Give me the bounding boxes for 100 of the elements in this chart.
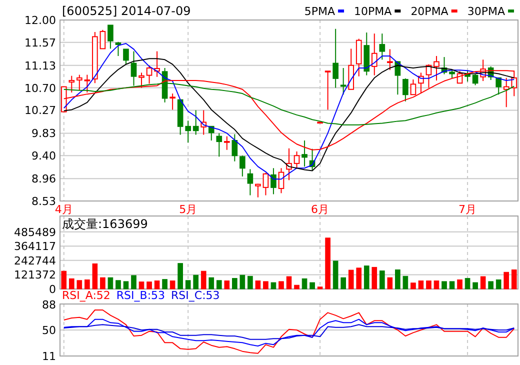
bar <box>332 260 338 290</box>
bar <box>488 281 494 290</box>
x-tick-label: 4月 <box>54 203 73 216</box>
y-tick-label: 8.53 <box>32 195 56 208</box>
bar <box>61 270 67 290</box>
bar <box>232 278 238 290</box>
bar <box>464 278 470 290</box>
chart-title: [600525] 2014-07-09 <box>62 4 191 18</box>
bar <box>200 270 206 290</box>
bar <box>146 282 152 290</box>
legend-label: 10PMA <box>354 5 392 18</box>
bar <box>131 275 136 290</box>
y-tick-label: 0 <box>49 283 56 296</box>
line-series <box>63 324 515 340</box>
bar <box>418 280 424 290</box>
bar <box>356 268 362 290</box>
bar <box>372 266 378 290</box>
bar <box>270 282 276 290</box>
bar <box>92 263 98 290</box>
bar <box>193 274 199 290</box>
x-tick-label: 6月 <box>311 203 330 216</box>
bar <box>116 280 121 290</box>
bar <box>178 263 183 290</box>
bar <box>248 276 253 290</box>
y-tick-label: 10.70 <box>24 82 56 95</box>
bar <box>286 276 292 290</box>
candlestick <box>192 110 199 136</box>
candlestick <box>185 120 191 144</box>
bar <box>379 270 385 290</box>
candlestick <box>216 132 222 158</box>
bar <box>325 238 330 290</box>
bar <box>410 282 416 290</box>
candlestick <box>364 32 370 76</box>
y-tick-label: 242744 <box>14 254 56 268</box>
bar <box>294 284 300 290</box>
y-tick-label: 8.96 <box>32 172 56 186</box>
bar <box>364 266 370 290</box>
bar <box>68 278 74 290</box>
bar <box>317 286 323 290</box>
bar <box>224 280 230 290</box>
bar <box>278 281 284 290</box>
bar <box>84 279 90 290</box>
chart-title: 成交量:163699 <box>62 217 148 231</box>
y-tick-label: 12.00 <box>24 14 56 27</box>
bar <box>480 276 486 290</box>
bar <box>496 279 502 290</box>
y-tick-label: 485489 <box>14 226 56 239</box>
bar <box>208 277 214 290</box>
bar <box>240 274 246 290</box>
series-label: RSI_A:52 <box>62 289 110 302</box>
bar <box>123 281 129 290</box>
legend-label: 20PMA <box>410 5 449 18</box>
candlestick <box>371 33 378 76</box>
bar <box>348 270 354 290</box>
bar <box>387 277 393 290</box>
bar <box>442 281 447 290</box>
bar <box>76 280 82 290</box>
bar <box>185 280 191 290</box>
bar <box>395 269 400 290</box>
x-tick-label: 5月 <box>179 203 198 216</box>
bar <box>449 281 455 290</box>
y-tick-label: 88 <box>42 298 56 312</box>
bar <box>504 272 510 290</box>
bar <box>457 279 462 290</box>
y-tick-label: 364117 <box>14 240 56 254</box>
bar <box>302 278 308 290</box>
y-tick-label: 9.83 <box>32 127 56 140</box>
bar <box>511 269 517 290</box>
bar <box>310 282 315 290</box>
bar <box>138 282 144 290</box>
y-tick-label: 9.40 <box>32 150 56 163</box>
bar <box>402 276 408 290</box>
candlestick <box>302 140 308 168</box>
y-tick-label: 10.27 <box>24 104 56 118</box>
bar <box>216 280 222 290</box>
y-tick-label: 50 <box>42 324 56 337</box>
series-label: RSI_B:53 <box>116 289 166 302</box>
legend-label: 30PMA <box>467 5 506 18</box>
candlestick <box>247 168 254 196</box>
bar <box>255 280 261 290</box>
y-tick-label: 11.57 <box>24 36 56 50</box>
candlestick <box>332 28 338 88</box>
legend-label: 5PMA <box>304 5 336 18</box>
bar <box>340 277 346 290</box>
y-tick-label: 11.13 <box>24 59 56 72</box>
bar <box>472 282 478 290</box>
bar <box>170 280 176 290</box>
bar <box>108 277 114 290</box>
bar <box>434 280 440 290</box>
bar <box>154 280 160 290</box>
bar <box>263 281 268 290</box>
x-tick-label: 7月 <box>458 203 477 216</box>
text: RSI_C:53 <box>171 289 220 302</box>
line-series <box>63 310 515 354</box>
line-series <box>63 318 515 346</box>
bar <box>100 277 106 290</box>
y-tick-label: 11 <box>42 350 56 363</box>
bar <box>162 279 168 290</box>
bar <box>426 280 432 290</box>
y-tick-label: 121372 <box>14 268 56 282</box>
